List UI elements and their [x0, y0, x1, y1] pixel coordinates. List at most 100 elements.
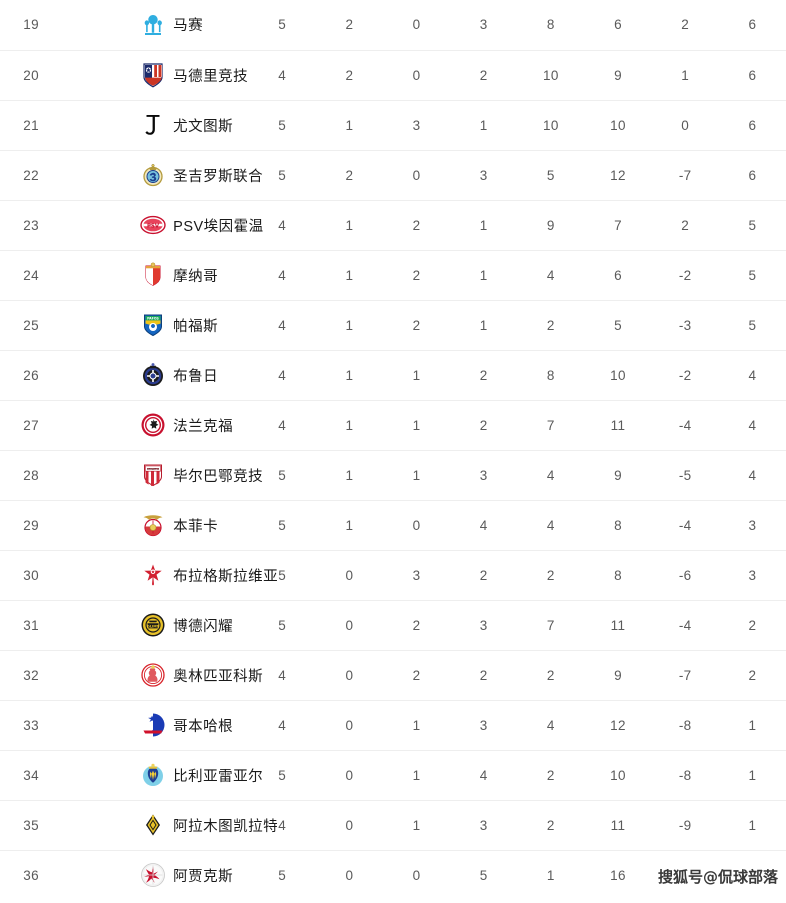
team-cell[interactable]: 阿贾克斯	[62, 850, 248, 900]
team-cell[interactable]: 阿拉木图凯拉特	[62, 800, 278, 851]
played-cell: 4	[248, 300, 316, 351]
rank-cell: 25	[0, 300, 63, 351]
table-row[interactable]: 24 摩纳哥 4 1 2 1 4 6 -2 5	[0, 250, 786, 301]
table-row[interactable]: 34 比利亚雷亚尔 5 0 1 4 2 10 -8 1	[0, 750, 786, 801]
table-row[interactable]: 33 哥本哈根 4 0 1 3 4 12 -8 1	[0, 700, 786, 751]
table-row[interactable]: 27 法兰克福 4 1 1 2 7 11 -4 4	[0, 400, 786, 451]
goal-diff-cell: -9	[651, 800, 719, 851]
drawn-cell: 0	[382, 50, 451, 101]
table-row[interactable]: 23 PSV PSV埃因霍温 4 1 2 1 9 7 2 5	[0, 200, 786, 251]
team-cell-inner: 马赛	[62, 12, 248, 38]
goals-for-cell: 2	[517, 800, 585, 851]
team-cell[interactable]: 布拉格斯拉维亚	[62, 550, 278, 601]
goals-for-cell: 5	[517, 150, 585, 201]
team-cell-inner: GLIMT 博德闪耀	[62, 612, 248, 638]
goal-diff-cell: -7	[651, 650, 719, 701]
team-cell[interactable]: 奥林匹亚科斯	[62, 650, 263, 701]
drawn-cell: 0	[382, 500, 451, 551]
table-row[interactable]: 26 布鲁日 4 1 1 2 8 10 -2 4	[0, 350, 786, 401]
goals-against-cell: 8	[584, 550, 652, 601]
lost-cell: 2	[450, 50, 518, 101]
played-cell: 5	[248, 100, 316, 151]
drawn-cell: 2	[382, 200, 451, 251]
team-name: 摩纳哥	[173, 268, 219, 285]
rank-cell: 36	[23, 867, 39, 883]
team-cell-inner: 比利亚雷亚尔	[62, 762, 263, 788]
team-cell[interactable]: 法兰克福	[62, 400, 249, 451]
team-cell[interactable]: 摩纳哥	[62, 250, 249, 301]
points-cell: 2	[718, 650, 786, 701]
team-cell-inner: 布拉格斯拉维亚	[62, 562, 278, 588]
monaco-crest	[140, 262, 166, 288]
rank-cell: 19	[0, 0, 63, 51]
team-cell[interactable]: 本菲卡	[62, 500, 249, 551]
team-cell[interactable]: ATHLETIC 毕尔巴鄂竞技	[62, 450, 263, 501]
juventus-crest	[140, 112, 167, 138]
team-cell[interactable]: GLIMT 博德闪耀	[62, 600, 249, 651]
lost-cell: 2	[450, 550, 518, 601]
won-cell: 0	[315, 800, 383, 851]
lost-cell: 3	[450, 700, 518, 751]
won-cell: 2	[315, 50, 383, 101]
goal-diff-cell: 1	[651, 50, 719, 101]
team-cell[interactable]: 圣吉罗斯联合	[62, 150, 263, 201]
won-cell: 1	[315, 200, 383, 251]
table-row[interactable]: 21 尤文图斯 5 1 3 1 10 10 0 6	[0, 100, 786, 151]
played-cell: 5	[248, 450, 316, 501]
drawn-cell: 0	[382, 0, 451, 51]
rank-cell: 29	[0, 500, 63, 551]
table-row[interactable]: 25 PAFOS 帕福斯 4 1 2 1 2 5 -3 5	[0, 300, 786, 351]
goals-against-cell: 8	[584, 500, 652, 551]
points-cell: 4	[718, 400, 786, 451]
goals-for-cell: 2	[517, 650, 585, 701]
goal-diff-cell: 2	[651, 200, 719, 251]
team-cell[interactable]: 布鲁日	[62, 350, 249, 401]
lost-cell: 1	[450, 100, 518, 151]
table-row[interactable]: 20 马德里竞技 4 2 0 2 10 9 1 6	[0, 50, 786, 101]
goals-against-cell: 12	[584, 700, 652, 751]
team-name: 哥本哈根	[173, 718, 234, 735]
won-cell: 0	[315, 650, 383, 701]
goal-diff-cell: -2	[651, 350, 719, 401]
table-row[interactable]: 28 ATHLETIC 毕尔巴鄂竞技 5 1 1 3 4 9 -5 4	[0, 450, 786, 501]
goals-against-cell: 11	[584, 800, 652, 851]
ajax-crest	[140, 862, 166, 888]
lost-cell: 5	[479, 867, 488, 883]
pafos-crest: PAFOS	[140, 312, 166, 338]
goal-diff-cell: -4	[651, 500, 719, 551]
table-row[interactable]: 30 布拉格斯拉维亚 5 0 3 2 2 8 -6 3	[0, 550, 786, 601]
team-cell[interactable]: 马德里竞技	[62, 50, 249, 101]
table-row[interactable]: 31 GLIMT 博德闪耀 5 0 2 3 7 11 -4 2	[0, 600, 786, 651]
table-row[interactable]: 36 阿贾克斯 5 0 0 5 1 16	[0, 850, 786, 900]
goals-against-cell: 7	[584, 200, 652, 251]
points-cell: 3	[718, 500, 786, 551]
played-cell: 5	[248, 550, 316, 601]
goals-for-cell: 9	[517, 200, 585, 251]
team-cell[interactable]: 哥本哈根	[62, 700, 249, 751]
goal-diff-cell: -3	[651, 300, 719, 351]
team-cell[interactable]: 尤文图斯	[62, 100, 249, 151]
table-row[interactable]: 35 阿拉木图凯拉特 4 0 1 3 2 11 -9 1	[0, 800, 786, 851]
rank-cell: 31	[0, 600, 63, 651]
drawn-cell: 3	[382, 550, 451, 601]
table-row[interactable]: 29 本菲卡 5 1 0 4 4 8 -4 3	[0, 500, 786, 551]
points-cell: 6	[718, 100, 786, 151]
table-row[interactable]: 32 奥林匹亚科斯 4 0 2 2 2 9 -7 2	[0, 650, 786, 701]
team-cell[interactable]: 比利亚雷亚尔	[62, 750, 263, 801]
drawn-cell: 1	[382, 350, 451, 401]
won-cell: 0	[345, 867, 354, 883]
goal-diff-cell: -4	[651, 400, 719, 451]
rank-cell: 28	[0, 450, 63, 501]
table-row[interactable]: 22 圣吉罗斯联合 5 2 0 3 5 12 -7 6	[0, 150, 786, 201]
goals-against-cell: 9	[584, 650, 652, 701]
won-cell: 0	[315, 600, 383, 651]
goals-for-cell: 1	[546, 867, 555, 883]
team-cell[interactable]: PSV PSV埃因霍温	[62, 200, 263, 251]
drawn-cell: 2	[382, 600, 451, 651]
lost-cell: 2	[450, 650, 518, 701]
rank-cell: 27	[0, 400, 63, 451]
team-cell[interactable]: 马赛	[62, 0, 249, 51]
table-row[interactable]: 19 马赛 5 2 0 3 8 6 2 6	[0, 0, 786, 51]
team-cell[interactable]: PAFOS 帕福斯	[62, 300, 249, 351]
team-name: 博德闪耀	[173, 618, 234, 635]
